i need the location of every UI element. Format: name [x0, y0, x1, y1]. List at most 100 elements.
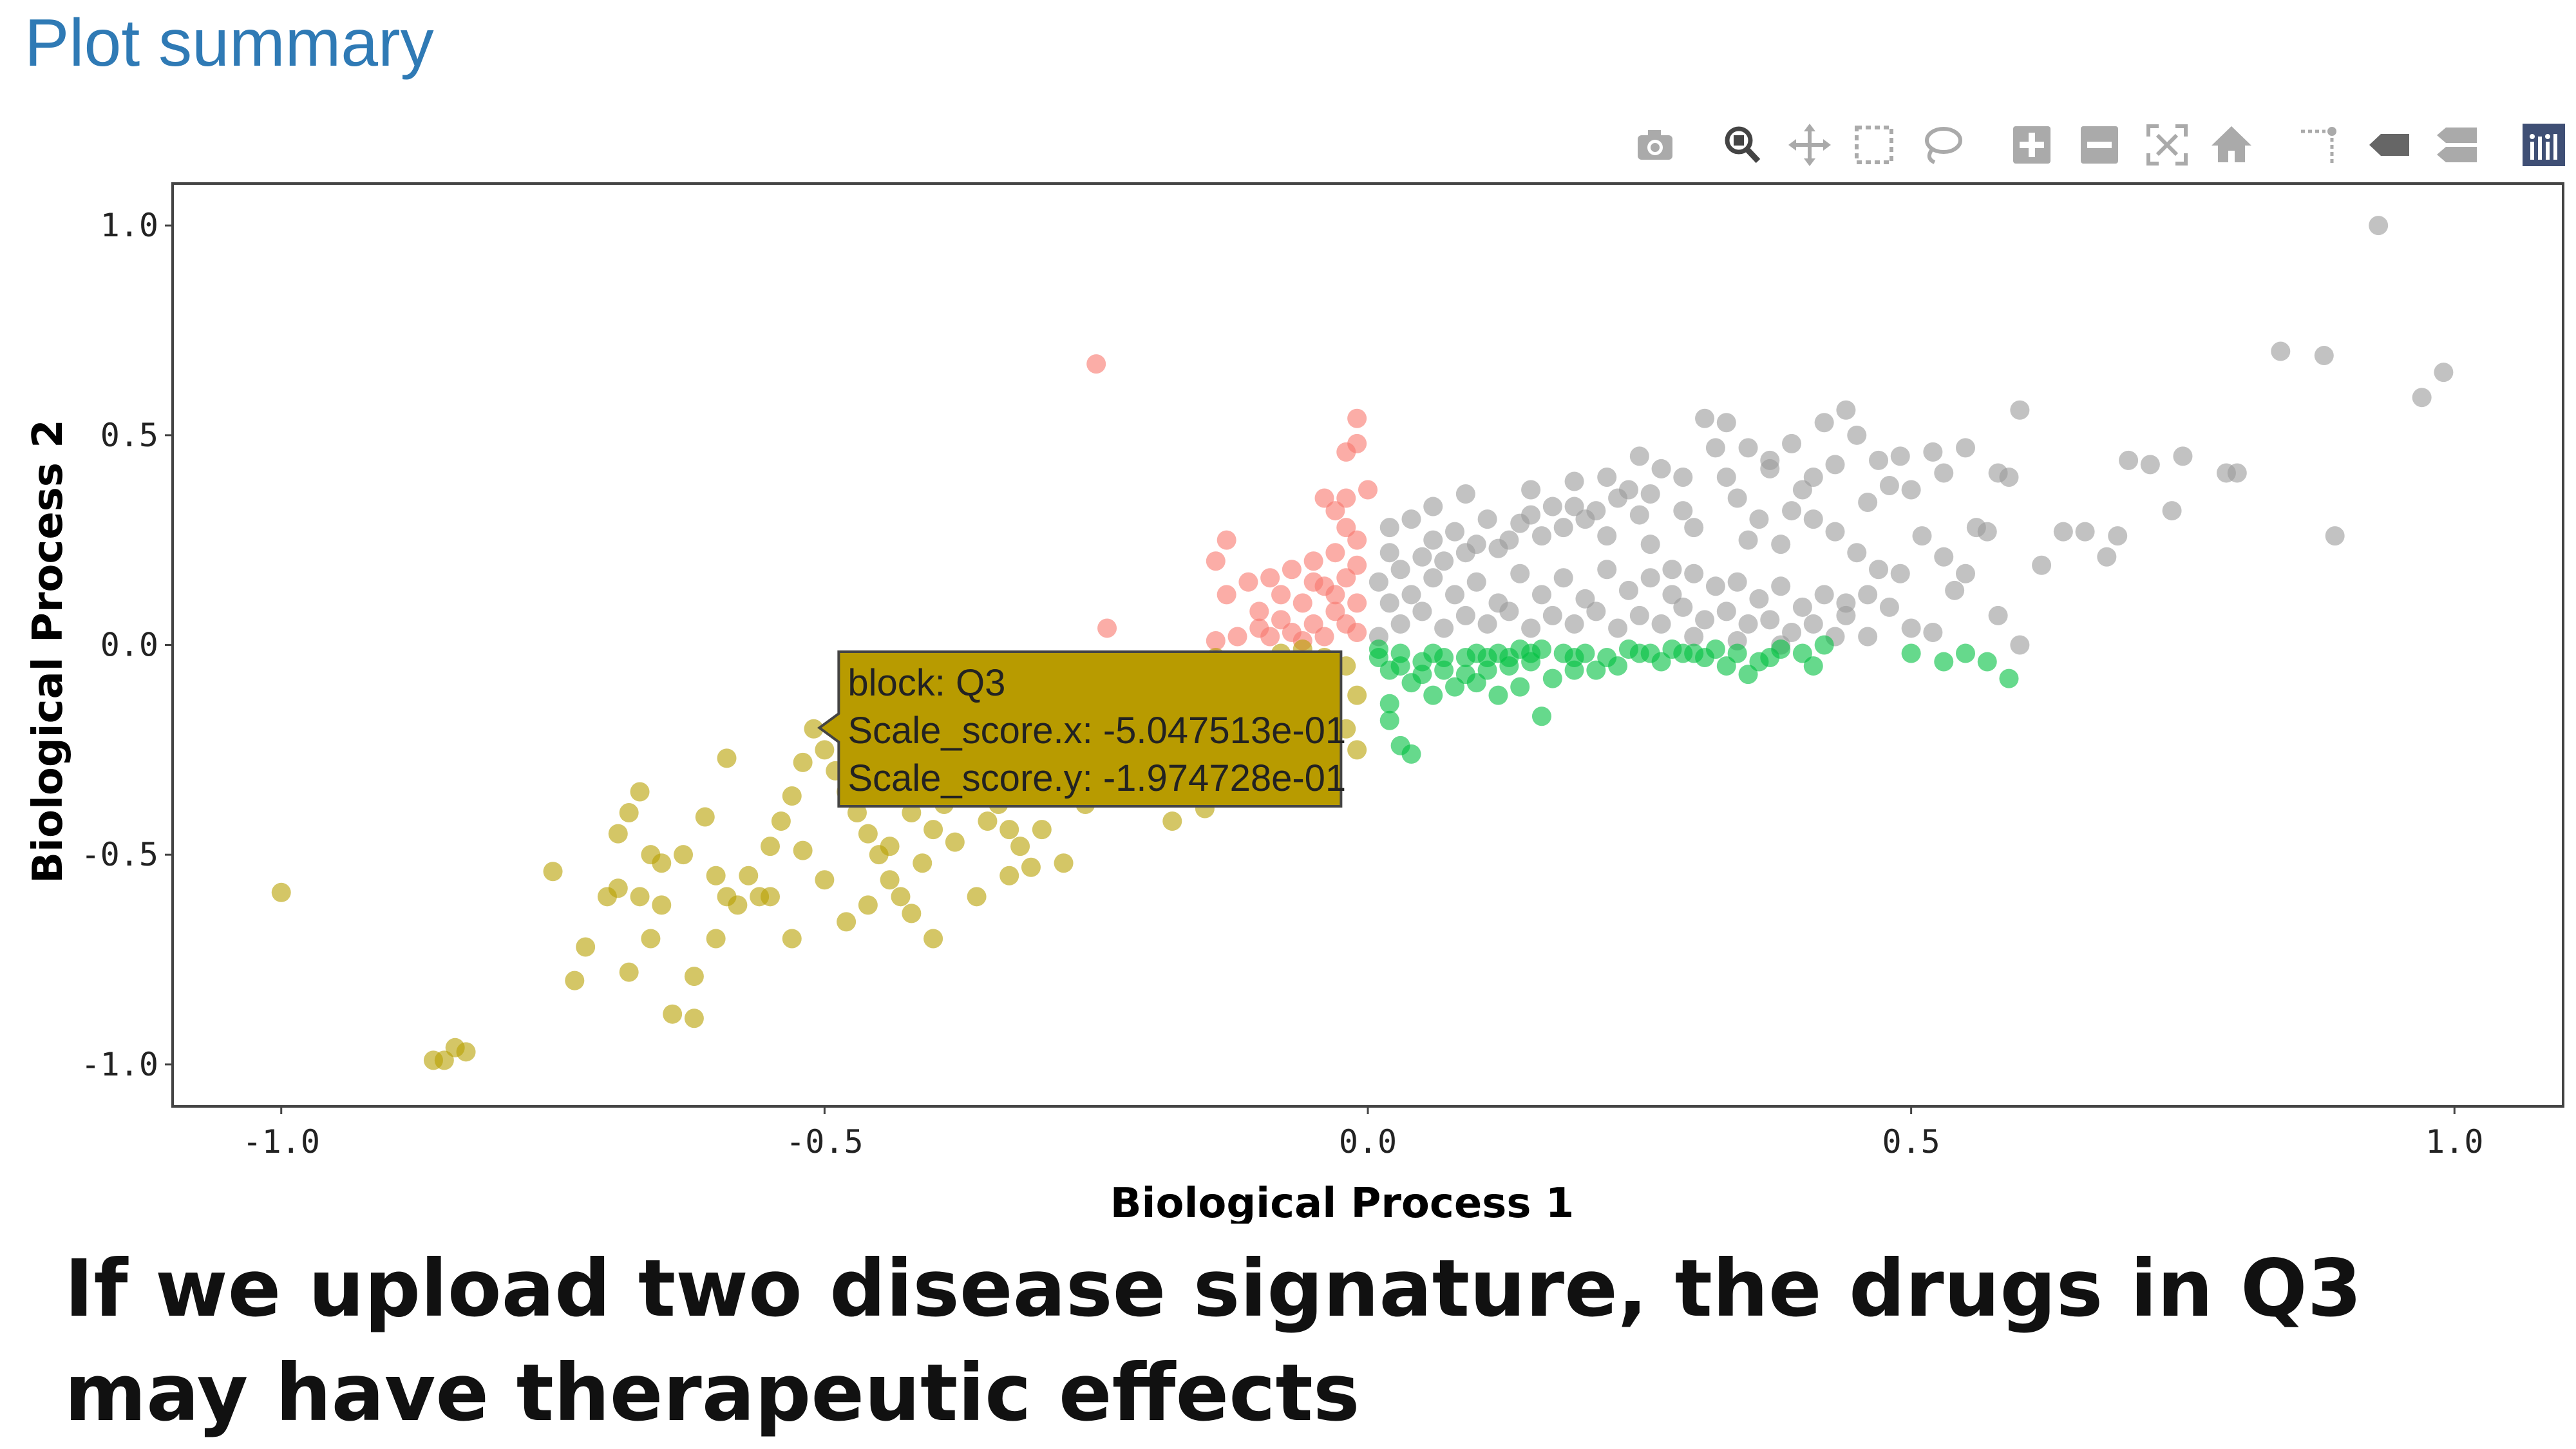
point-q3[interactable]	[782, 786, 802, 806]
point-q1[interactable]	[1651, 459, 1671, 478]
point-q4[interactable]	[1531, 706, 1551, 726]
point-q3[interactable]	[630, 887, 650, 907]
point-q1[interactable]	[1444, 522, 1464, 542]
point-q1[interactable]	[1575, 589, 1595, 609]
point-q1[interactable]	[1869, 450, 1889, 470]
point-q3[interactable]	[761, 887, 780, 907]
point-q1[interactable]	[1434, 551, 1454, 571]
point-q2[interactable]	[1227, 627, 1247, 647]
point-q1[interactable]	[1716, 601, 1736, 621]
point-q1[interactable]	[1390, 560, 1410, 580]
point-q4[interactable]	[1749, 652, 1769, 672]
point-q1[interactable]	[1531, 526, 1551, 546]
point-q3[interactable]	[902, 904, 922, 923]
point-q4[interactable]	[1488, 685, 1508, 705]
point-q1[interactable]	[1597, 526, 1617, 546]
point-q1[interactable]	[1444, 585, 1464, 605]
point-q1[interactable]	[2434, 363, 2454, 383]
point-q1[interactable]	[1847, 543, 1867, 563]
point-q4[interactable]	[1390, 643, 1410, 663]
point-q1[interactable]	[1564, 614, 1584, 634]
point-q3[interactable]	[815, 740, 835, 760]
point-q1[interactable]	[1455, 605, 1475, 625]
point-q2[interactable]	[1336, 488, 1356, 508]
point-q4[interactable]	[1716, 656, 1736, 676]
point-q3[interactable]	[717, 748, 737, 768]
point-q1[interactable]	[1401, 509, 1421, 529]
point-q3[interactable]	[1010, 837, 1030, 857]
autoscale-icon[interactable]	[2141, 119, 2193, 171]
point-q1[interactable]	[1901, 618, 1921, 638]
point-q3[interactable]	[706, 866, 726, 886]
point-q1[interactable]	[1521, 480, 1541, 500]
point-q1[interactable]	[2162, 501, 2182, 521]
point-q3[interactable]	[456, 1042, 476, 1062]
point-q2[interactable]	[1238, 572, 1258, 592]
point-q1[interactable]	[2227, 463, 2247, 483]
point-q1[interactable]	[2314, 346, 2334, 366]
point-q3[interactable]	[576, 937, 596, 957]
point-q3[interactable]	[793, 840, 813, 860]
point-q2[interactable]	[1325, 585, 1345, 605]
point-q3[interactable]	[923, 929, 943, 949]
point-q4[interactable]	[1814, 635, 1834, 655]
point-q3[interactable]	[1347, 740, 1367, 760]
point-q4[interactable]	[1934, 652, 1954, 672]
point-q1[interactable]	[1531, 585, 1551, 605]
point-q1[interactable]	[1412, 547, 1432, 567]
point-q1[interactable]	[1684, 518, 1704, 538]
point-q4[interactable]	[1575, 643, 1595, 663]
point-q2[interactable]	[1217, 585, 1236, 605]
point-q1[interactable]	[1727, 488, 1747, 508]
camera-icon[interactable]	[1629, 119, 1681, 171]
point-q3[interactable]	[728, 895, 748, 915]
point-q2[interactable]	[1206, 630, 1226, 650]
point-q1[interactable]	[1760, 450, 1780, 470]
point-q1[interactable]	[1869, 560, 1889, 580]
point-q2[interactable]	[1260, 568, 1280, 588]
point-q2[interactable]	[1336, 518, 1356, 538]
hover-compare-icon[interactable]	[2431, 119, 2483, 171]
point-q3[interactable]	[597, 887, 617, 907]
point-q4[interactable]	[1368, 639, 1388, 659]
point-q1[interactable]	[1423, 530, 1443, 550]
point-q2[interactable]	[1303, 614, 1323, 634]
point-q4[interactable]	[1423, 685, 1443, 705]
point-q2[interactable]	[1325, 601, 1345, 621]
point-q1[interactable]	[1934, 547, 1954, 567]
point-q3[interactable]	[684, 967, 704, 987]
point-q3[interactable]	[880, 837, 900, 857]
point-q1[interactable]	[1477, 614, 1497, 634]
point-q1[interactable]	[2010, 400, 2030, 420]
point-q1[interactable]	[1858, 585, 1878, 605]
point-q3[interactable]	[739, 866, 759, 886]
point-q4[interactable]	[1640, 643, 1660, 663]
point-q1[interactable]	[1618, 580, 1638, 600]
point-q2[interactable]	[1336, 568, 1356, 588]
point-q1[interactable]	[1858, 493, 1878, 513]
point-q1[interactable]	[1945, 580, 1965, 600]
point-q4[interactable]	[1553, 643, 1573, 663]
point-q1[interactable]	[1912, 526, 1932, 546]
point-q1[interactable]	[1651, 614, 1671, 634]
point-q3[interactable]	[652, 853, 672, 873]
point-q1[interactable]	[1923, 442, 1943, 462]
point-q2[interactable]	[1336, 442, 1356, 462]
point-q1[interactable]	[1553, 518, 1573, 538]
point-q3[interactable]	[652, 895, 672, 915]
point-q4[interactable]	[1977, 652, 1997, 672]
point-q1[interactable]	[1510, 513, 1530, 533]
point-q1[interactable]	[2097, 547, 2117, 567]
point-q2[interactable]	[1206, 551, 1226, 571]
point-q1[interactable]	[1553, 568, 1573, 588]
point-q4[interactable]	[1542, 668, 1562, 688]
zoom-in-icon[interactable]	[2006, 119, 2058, 171]
point-q1[interactable]	[2032, 555, 2052, 575]
point-q1[interactable]	[1879, 475, 1899, 495]
hover-closest-icon[interactable]	[2363, 119, 2415, 171]
point-q2[interactable]	[1347, 408, 1367, 428]
point-q1[interactable]	[1738, 438, 1758, 458]
point-q2[interactable]	[1358, 480, 1378, 500]
point-q3[interactable]	[663, 1004, 683, 1024]
point-q1[interactable]	[1390, 614, 1410, 634]
